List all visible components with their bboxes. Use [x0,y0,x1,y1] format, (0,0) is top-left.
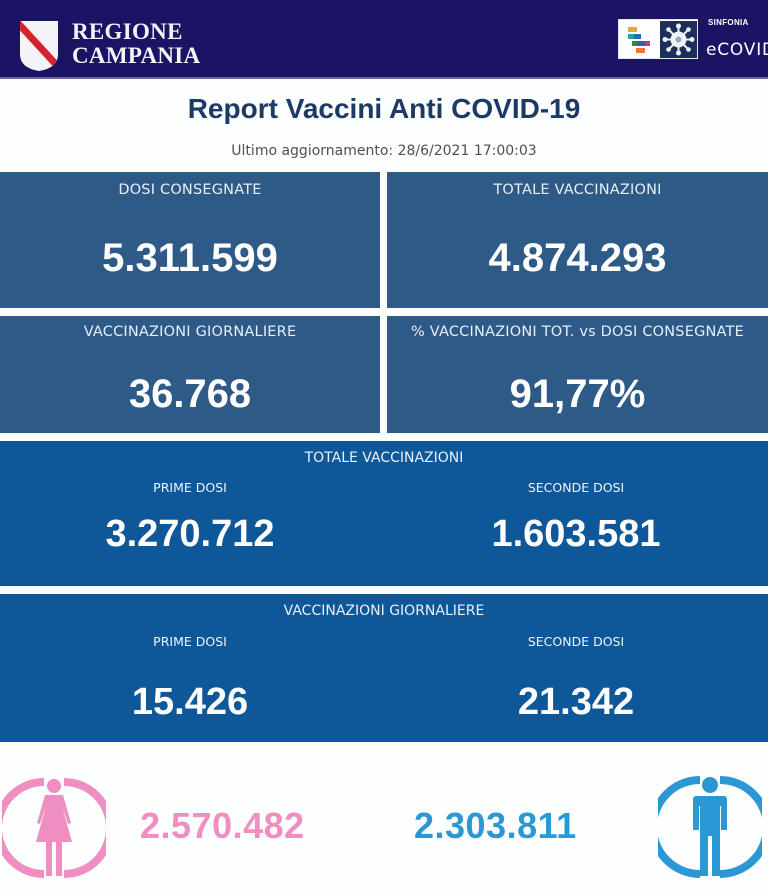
card-value: 4.874.293 [488,236,667,280]
male-vaccinated-count: 2.303.811 [414,805,577,846]
card-totale-vaccinazioni: TOTALE VACCINAZIONI 4.874.293 [387,172,768,308]
logo-line-1: REGIONE [72,19,183,44]
male-icon [658,776,762,878]
logo-line-2: CAMPANIA [72,43,201,68]
card-percentuale-vaccinazioni: % VACCINAZIONI TOT. vs DOSI CONSEGNATE 9… [387,316,768,433]
sinfonia-logo [618,19,698,59]
prime-dosi-value: 15.426 [131,681,249,723]
card-value: 5.311.599 [102,236,278,280]
band-vaccinazioni-giornaliere: VACCINAZIONI GIORNALIERE PRIME DOSI 15.4… [0,594,768,742]
sinfonia-blocks-icon [620,21,659,58]
campania-coat-of-arms-icon [20,21,58,71]
card-label: TOTALE VACCINAZIONI [493,182,662,198]
card-vaccinazioni-giornaliere: VACCINAZIONI GIORNALIERE 36.768 [0,316,380,433]
card-label: DOSI CONSEGNATE [118,182,262,198]
seconde-dosi-value: 1.603.581 [491,513,661,555]
card-dosi-consegnate: DOSI CONSEGNATE 5.311.599 [0,172,380,308]
prime-dosi-label: PRIME DOSI [153,480,227,495]
regione-campania-logo-text: REGIONE CAMPANIA [72,20,200,68]
seconde-dosi-label: SECONDE DOSI [527,480,625,495]
female-vaccinated-count: 2.570.482 [140,805,305,846]
seconde-dosi-label: SECONDE DOSI [527,634,625,649]
band-totale-vaccinazioni: TOTALE VACCINAZIONI PRIME DOSI 3.270.712… [0,441,768,586]
female-icon [2,778,106,878]
ecovid-label: eCOVID [706,40,768,60]
band-label: VACCINAZIONI GIORNALIERE [283,603,485,619]
card-label: VACCINAZIONI GIORNALIERE [83,324,297,340]
card-value: 91,77% [509,372,646,416]
page-title: Report Vaccini Anti COVID-19 [187,93,581,124]
last-update-timestamp: Ultimo aggiornamento: 28/6/2021 17:00:03 [231,143,537,159]
band-label: TOTALE VACCINAZIONI [304,450,464,466]
card-value: 36.768 [128,372,252,416]
header-bar: REGIONE CAMPANIA [0,0,768,79]
card-label: % VACCINAZIONI TOT. vs DOSI CONSEGNATE [411,324,744,340]
sinfonia-label: SINFONIA [708,18,749,27]
seconde-dosi-value: 21.342 [517,681,635,723]
prime-dosi-value: 3.270.712 [105,513,275,555]
virus-icon [660,21,697,58]
prime-dosi-label: PRIME DOSI [153,634,227,649]
